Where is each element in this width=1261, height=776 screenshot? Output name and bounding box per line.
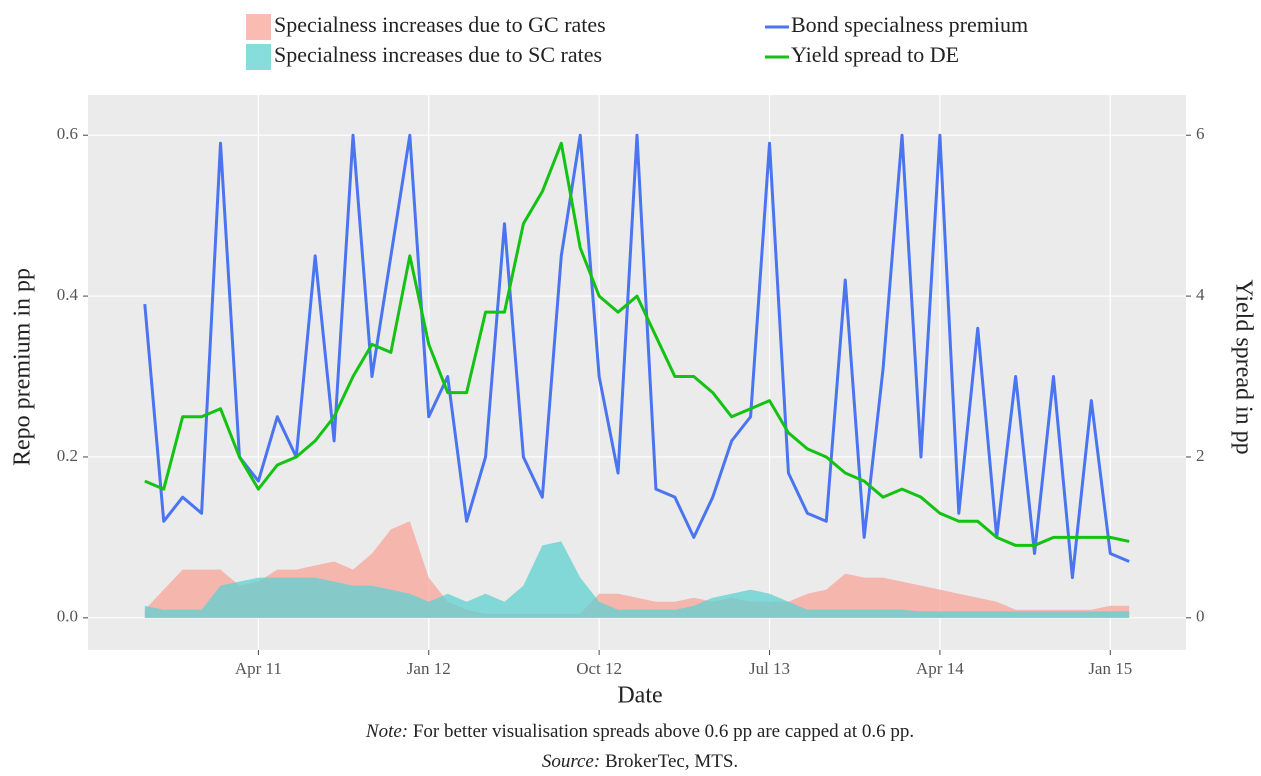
y2-tick-label: 0 [1196,607,1205,626]
legend-swatch [246,14,271,40]
y2-axis-label: Yield spread in pp [1230,279,1256,454]
source: Source: BrokerTec, MTS. [542,751,738,772]
x-tick-label: Jul 13 [749,659,790,678]
x-tick-label: Oct 12 [576,659,622,678]
x-tick-label: Apr 14 [916,659,964,678]
legend-label: Bond specialness premium [791,12,1028,37]
note-text: For better visualisation spreads above 0… [413,721,914,742]
x-tick-label: Apr 11 [235,659,282,678]
x-tick-label: Jan 12 [407,659,451,678]
plot-panel [88,95,1186,650]
y-tick-label: 0.0 [57,607,78,626]
source-label: Source: [542,751,600,772]
source-text: BrokerTec, MTS. [605,751,738,772]
x-axis-label: Date [617,683,662,709]
line [143,133,1130,580]
legend-label: Specialness increases due to GC rates [274,12,606,37]
y2-tick-label: 4 [1196,285,1205,304]
y-axis-label: Repo premium in pp [10,268,36,466]
y-tick-label: 0.4 [57,285,79,304]
note-label: Note: [365,721,408,742]
note: Note: For better visualisation spreads a… [365,721,914,742]
y-tick-label: 0.6 [57,124,78,143]
y2-tick-label: 6 [1196,124,1205,143]
y-tick-label: 0.2 [57,446,78,465]
legend-swatch [246,44,271,70]
legend-label: Specialness increases due to SC rates [274,42,602,67]
y2-tick-label: 2 [1196,446,1205,465]
line [144,141,1130,547]
area [144,541,1130,618]
legend-label: Yield spread to DE [791,42,959,67]
x-tick-label: Jan 15 [1088,659,1132,678]
